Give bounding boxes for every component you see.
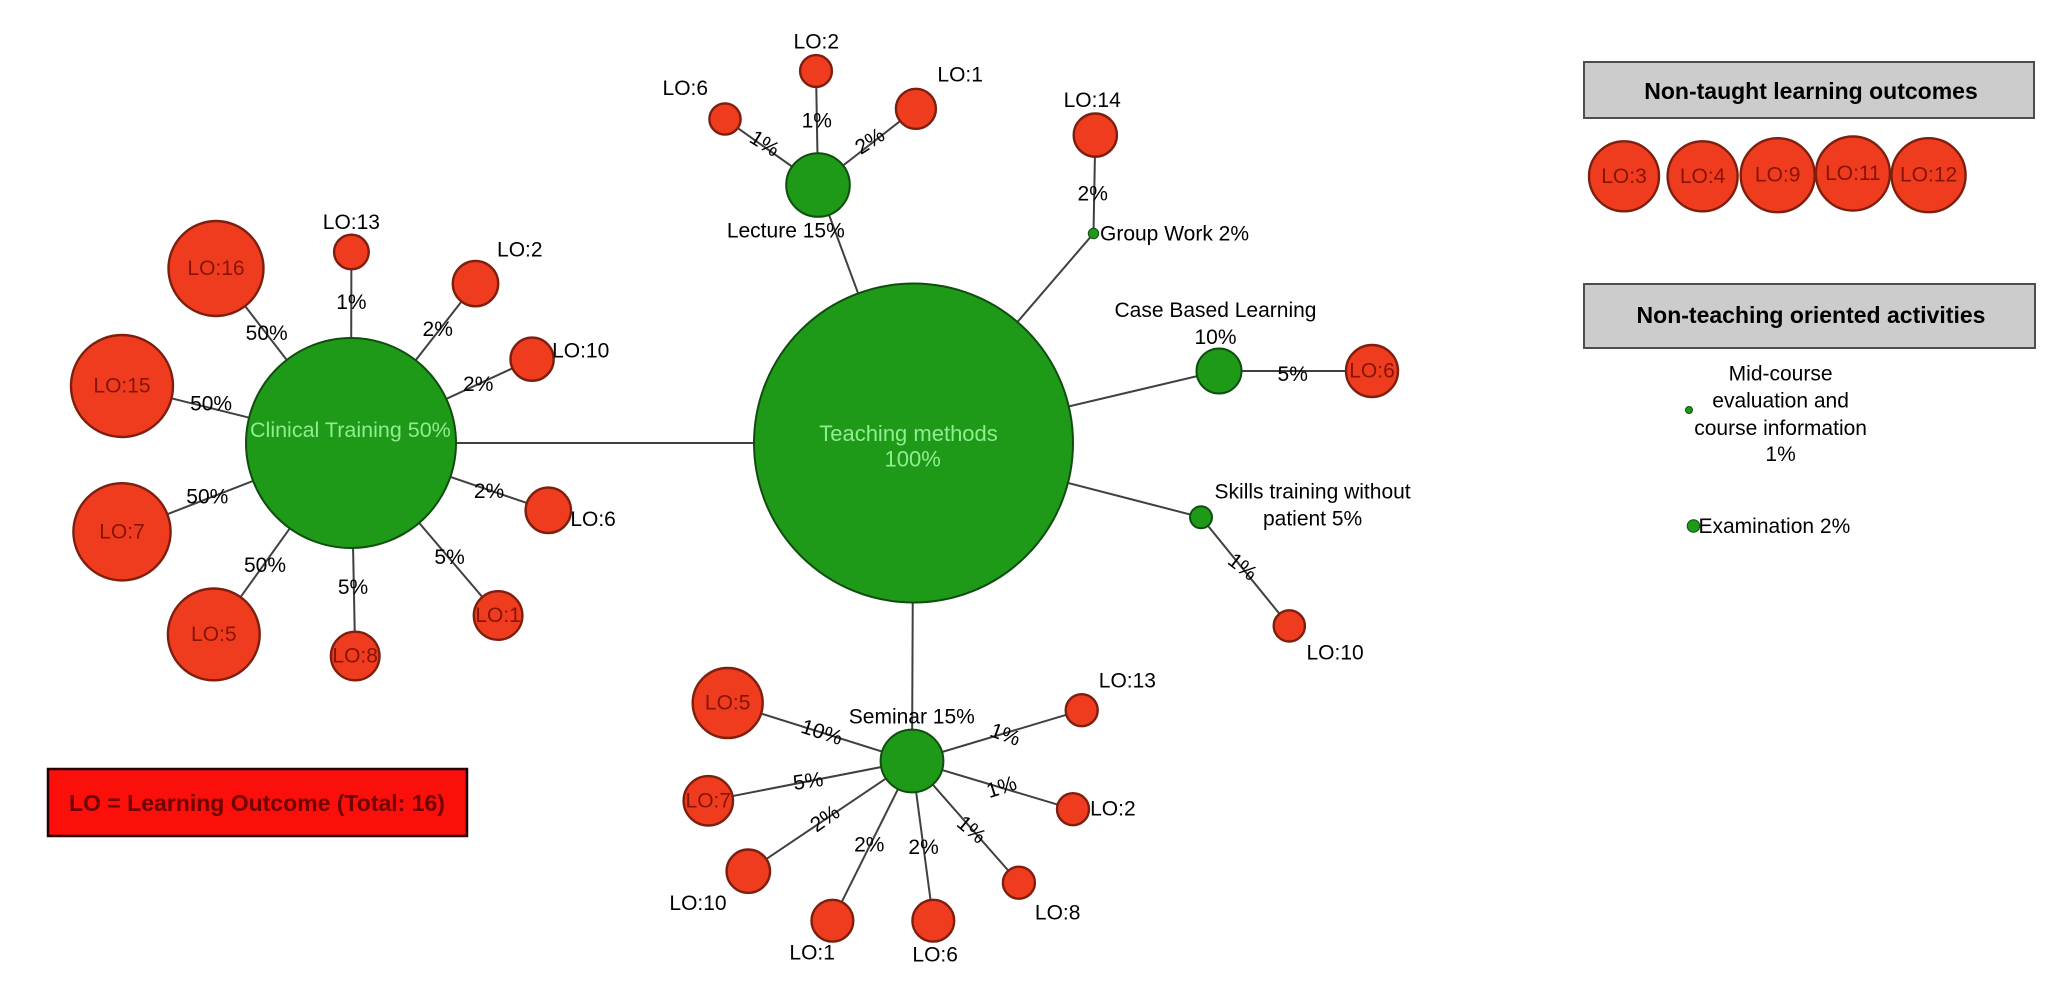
svg-text:50%: 50% (190, 393, 232, 416)
svg-text:LO:9: LO:9 (1755, 164, 1801, 187)
svg-text:LO:6: LO:6 (663, 77, 709, 100)
svg-text:1%: 1% (1765, 443, 1795, 466)
svg-text:LO:2: LO:2 (497, 239, 543, 262)
svg-text:LO:5: LO:5 (191, 623, 237, 646)
svg-text:1%: 1% (802, 109, 832, 132)
svg-text:LO:8: LO:8 (332, 645, 378, 668)
svg-text:Skills training without: Skills training without (1215, 480, 1411, 503)
svg-text:Examination 2%: Examination 2% (1699, 515, 1851, 538)
svg-text:10%: 10% (1194, 326, 1236, 349)
svg-text:patient 5%: patient 5% (1263, 507, 1362, 530)
svg-text:LO:4: LO:4 (1680, 165, 1726, 188)
svg-text:Group Work 2%: Group Work 2% (1100, 223, 1249, 246)
svg-text:LO:11: LO:11 (1825, 162, 1881, 185)
svg-text:LO:1: LO:1 (789, 942, 835, 965)
svg-text:50%: 50% (246, 322, 288, 345)
svg-text:LO:7: LO:7 (686, 789, 732, 812)
svg-text:100%: 100% (885, 447, 941, 472)
svg-text:1%: 1% (336, 291, 366, 314)
svg-text:LO:5: LO:5 (705, 692, 751, 715)
svg-text:2%: 2% (854, 834, 884, 857)
svg-text:LO:14: LO:14 (1064, 89, 1122, 112)
svg-text:LO:1: LO:1 (475, 604, 521, 627)
svg-text:Seminar 15%: Seminar 15% (849, 706, 975, 729)
svg-text:Non-teaching oriented activiti: Non-teaching oriented activities (1637, 302, 1986, 328)
svg-text:LO:16: LO:16 (187, 257, 244, 280)
svg-text:50%: 50% (244, 554, 286, 577)
svg-text:5%: 5% (338, 576, 368, 599)
svg-text:course information: course information (1694, 417, 1867, 440)
svg-text:LO:3: LO:3 (1601, 165, 1647, 188)
svg-text:LO:10: LO:10 (669, 892, 726, 915)
svg-text:Clinical Training 50%: Clinical Training 50% (250, 418, 451, 442)
svg-text:2%: 2% (463, 373, 493, 396)
svg-text:2%: 2% (474, 480, 504, 503)
svg-text:2%: 2% (908, 836, 938, 859)
svg-text:LO:13: LO:13 (1099, 669, 1156, 692)
svg-text:LO = Learning Outcome (Total:: LO = Learning Outcome (Total: 16) (69, 790, 445, 816)
svg-text:50%: 50% (186, 485, 228, 508)
svg-text:5%: 5% (434, 546, 464, 569)
svg-text:Non-taught learning outcomes: Non-taught learning outcomes (1644, 78, 1978, 104)
svg-text:LO:12: LO:12 (1900, 164, 1957, 187)
svg-text:LO:10: LO:10 (1306, 642, 1363, 665)
svg-text:Teaching methods: Teaching methods (819, 421, 998, 446)
svg-text:LO:15: LO:15 (93, 375, 150, 398)
svg-text:Mid-course: Mid-course (1729, 363, 1833, 386)
svg-text:LO:2: LO:2 (794, 31, 840, 54)
svg-text:LO:8: LO:8 (1035, 902, 1081, 925)
svg-text:LO:6: LO:6 (912, 944, 958, 967)
svg-text:LO:13: LO:13 (323, 211, 380, 234)
svg-text:LO:7: LO:7 (99, 520, 145, 543)
svg-text:LO:10: LO:10 (552, 340, 609, 363)
svg-text:2%: 2% (423, 318, 453, 341)
svg-text:LO:6: LO:6 (1349, 360, 1395, 383)
svg-text:5%: 5% (1278, 363, 1308, 386)
svg-text:Lecture 15%: Lecture 15% (727, 219, 845, 242)
svg-text:2%: 2% (1078, 182, 1108, 205)
svg-text:LO:2: LO:2 (1090, 798, 1136, 821)
svg-text:evaluation and: evaluation and (1712, 390, 1849, 413)
svg-text:Case Based Learning: Case Based Learning (1115, 299, 1317, 322)
svg-text:LO:6: LO:6 (570, 508, 616, 531)
svg-text:5%: 5% (792, 768, 825, 795)
svg-text:LO:1: LO:1 (937, 63, 983, 86)
